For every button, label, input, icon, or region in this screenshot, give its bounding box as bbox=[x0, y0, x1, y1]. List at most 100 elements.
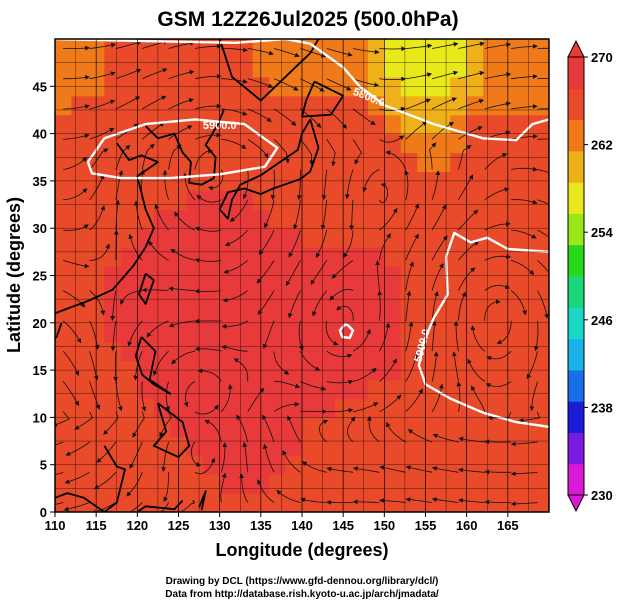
field-cell bbox=[269, 455, 287, 475]
field-cell bbox=[450, 95, 468, 116]
streamline bbox=[168, 144, 182, 170]
field-cell bbox=[71, 266, 89, 286]
streamline bbox=[63, 45, 90, 51]
field-cell bbox=[285, 493, 303, 512]
streamline bbox=[236, 414, 249, 443]
field-cell bbox=[483, 417, 501, 437]
field-cell bbox=[532, 417, 549, 437]
streamline bbox=[484, 187, 510, 201]
field-cell bbox=[417, 76, 435, 97]
field-cell bbox=[120, 379, 138, 400]
field-cell bbox=[318, 303, 336, 324]
field-cell bbox=[516, 285, 534, 305]
field-cell bbox=[450, 247, 468, 267]
field-cell bbox=[466, 114, 484, 135]
field-cell bbox=[433, 152, 451, 172]
streamline bbox=[282, 450, 301, 473]
streamline bbox=[511, 229, 537, 239]
streamline bbox=[352, 402, 379, 413]
streamline bbox=[129, 502, 143, 512]
streamline bbox=[160, 502, 169, 512]
streamline bbox=[484, 284, 511, 291]
field-cell bbox=[483, 171, 501, 191]
streamline bbox=[247, 138, 269, 159]
field-cell bbox=[450, 190, 468, 210]
streamline bbox=[336, 305, 354, 321]
field-cell bbox=[71, 417, 89, 437]
field-cell bbox=[153, 57, 171, 78]
colorbar-min-arrow bbox=[567, 494, 585, 513]
field-cell bbox=[170, 190, 188, 210]
field-cell bbox=[55, 171, 73, 191]
field-cell bbox=[367, 474, 385, 494]
streamline bbox=[385, 150, 407, 170]
streamline bbox=[96, 441, 117, 463]
field-cell bbox=[483, 474, 501, 494]
streamline bbox=[142, 95, 167, 110]
field-cell bbox=[71, 228, 89, 248]
field-cell bbox=[433, 133, 451, 154]
field-cell bbox=[532, 228, 549, 248]
field-cell bbox=[203, 190, 221, 210]
field-cell bbox=[384, 285, 402, 305]
field-cell bbox=[433, 379, 451, 400]
streamline bbox=[183, 381, 196, 408]
field-cell bbox=[71, 360, 89, 381]
field-cell bbox=[170, 76, 188, 97]
streamline bbox=[432, 70, 459, 80]
field-cell bbox=[499, 455, 517, 475]
colorbar-segment bbox=[568, 401, 584, 433]
field-cell bbox=[269, 474, 287, 494]
streamline bbox=[103, 411, 119, 435]
field-cell bbox=[219, 398, 237, 418]
streamline bbox=[431, 170, 441, 200]
streamline bbox=[510, 441, 538, 447]
field-cell bbox=[252, 209, 270, 229]
field-cell bbox=[186, 76, 204, 97]
streamline bbox=[526, 351, 538, 380]
colorbar-segment bbox=[568, 182, 584, 214]
field-cell bbox=[367, 95, 385, 116]
field-cell bbox=[384, 474, 402, 494]
field-cell bbox=[186, 228, 204, 248]
streamline bbox=[405, 497, 433, 503]
field-cell bbox=[285, 341, 303, 362]
streamline bbox=[326, 78, 352, 91]
streamline bbox=[63, 188, 88, 201]
field-cell bbox=[219, 247, 237, 267]
field-cell bbox=[302, 171, 320, 191]
field-cell bbox=[71, 341, 89, 362]
field-cell bbox=[153, 114, 171, 135]
field-cell bbox=[466, 417, 484, 437]
field-cell bbox=[104, 266, 122, 286]
field-cell bbox=[170, 398, 188, 418]
streamline bbox=[320, 199, 328, 230]
field-cell bbox=[170, 341, 188, 362]
streamline bbox=[458, 174, 474, 201]
field-cell bbox=[433, 209, 451, 229]
field-cell bbox=[269, 39, 287, 59]
field-cell bbox=[170, 114, 188, 135]
field-cell bbox=[417, 228, 435, 248]
streamline bbox=[467, 358, 486, 382]
field-cell bbox=[153, 303, 171, 324]
field-cell bbox=[450, 76, 468, 97]
field-cell bbox=[499, 379, 517, 400]
streamline bbox=[431, 351, 439, 382]
field-cell bbox=[153, 247, 171, 267]
field-cell bbox=[466, 379, 484, 400]
field-cell bbox=[433, 455, 451, 475]
field-cell bbox=[203, 436, 221, 456]
streamline bbox=[161, 441, 169, 472]
colorbar: 230 238 246 254 262 270 bbox=[567, 39, 613, 513]
field-cell bbox=[417, 379, 435, 400]
field-cell bbox=[433, 474, 451, 494]
field-cell bbox=[269, 114, 287, 135]
field-cell bbox=[351, 285, 369, 305]
streamline bbox=[300, 497, 327, 503]
field-cell bbox=[236, 417, 254, 437]
field-cell bbox=[400, 436, 418, 456]
streamline bbox=[120, 290, 143, 305]
streamline bbox=[220, 472, 227, 503]
